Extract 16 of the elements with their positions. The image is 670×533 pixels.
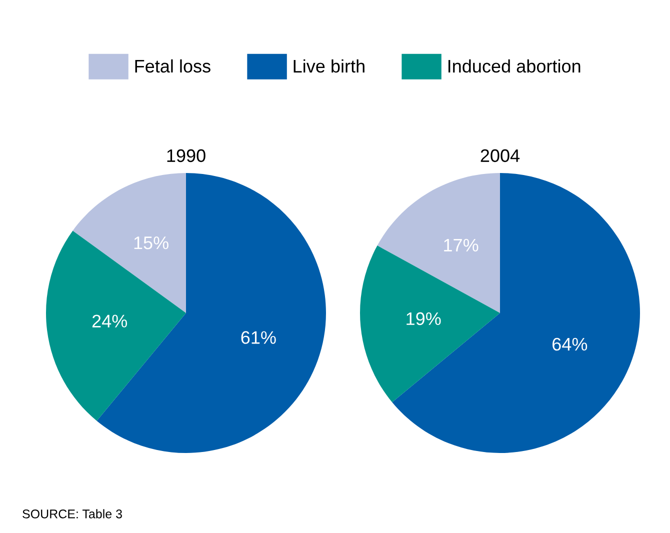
pie-slice (72, 173, 186, 313)
text: 1990 (167, 149, 206, 162)
data-label: 24% (92, 314, 128, 328)
source-note: SOURCE: Table 3 (22, 509, 122, 518)
data-label: 17% (444, 238, 478, 252)
chart-title: 2004 (480, 149, 520, 162)
pie-slice (46, 230, 186, 421)
pie-slice (377, 173, 500, 313)
data-label: 64% (552, 338, 588, 351)
legend-label: Fetal loss (135, 59, 210, 73)
data-label: 15% (134, 236, 168, 250)
legend-label: Induced abortion (448, 59, 580, 73)
legend-label: Live birth (294, 59, 364, 73)
data-label: 61% (241, 331, 276, 344)
data-label: 19% (406, 312, 441, 326)
pie-slice (392, 173, 640, 453)
